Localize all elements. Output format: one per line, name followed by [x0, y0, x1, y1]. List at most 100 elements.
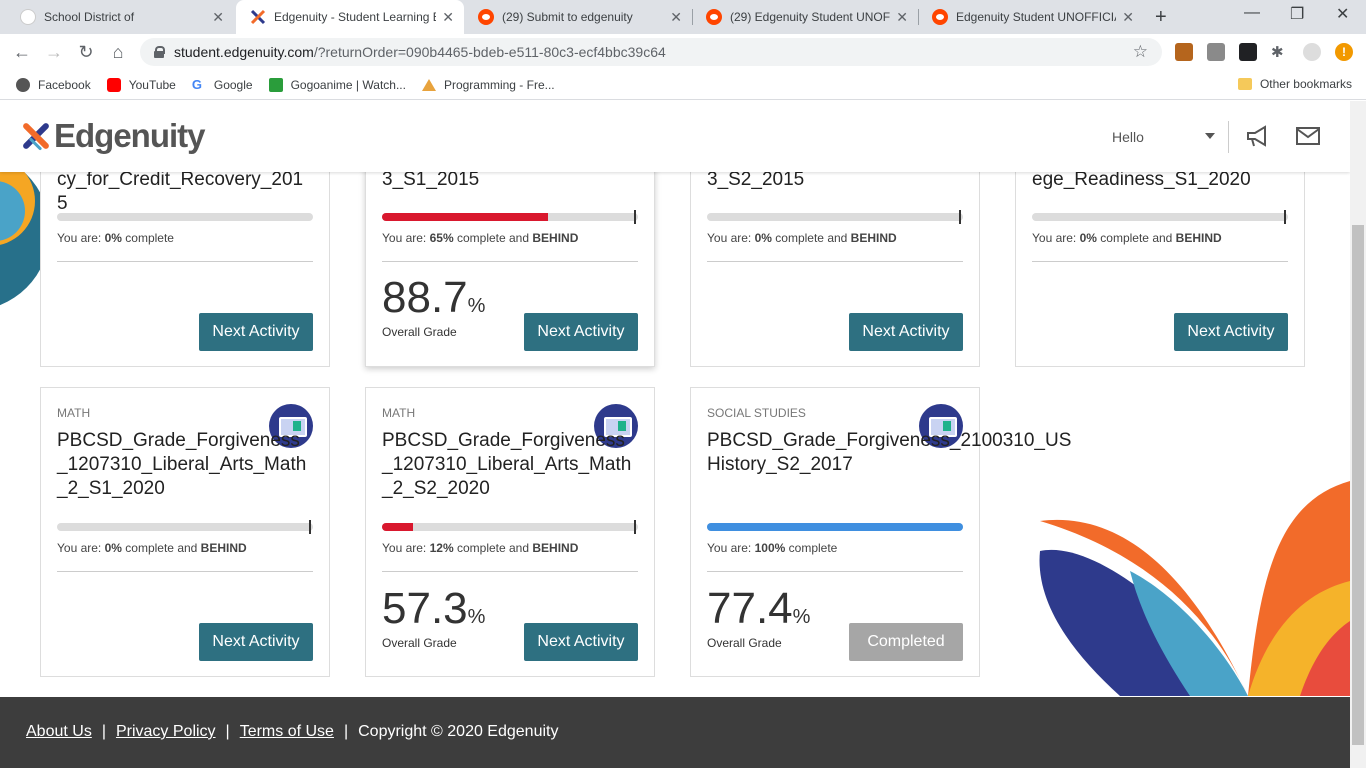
course-subject: SOCIAL STUDIES: [707, 406, 806, 420]
progress-status: You are: 100% complete: [707, 541, 838, 555]
site-footer: About Us | Privacy Policy | Terms of Use…: [0, 697, 1350, 768]
address-bar[interactable]: student.edgenuity.com/?returnOrder=090b4…: [140, 38, 1162, 66]
course-title[interactable]: 3_S1_2015: [382, 169, 480, 190]
globe-icon: [16, 77, 30, 92]
progress-status: You are: 0% complete and BEHIND: [1032, 231, 1222, 245]
bookmark-star-icon[interactable]: ☆: [1132, 42, 1148, 61]
reload-icon[interactable]: ↻: [78, 42, 94, 62]
bookmark-youtube[interactable]: YouTube: [106, 77, 176, 92]
close-icon[interactable]: ✕: [212, 8, 224, 25]
close-icon[interactable]: ✕: [1122, 8, 1134, 25]
terms-of-use-link[interactable]: Terms of Use: [239, 723, 334, 740]
header-divider: [1228, 121, 1229, 153]
page-scrollbar[interactable]: [1350, 101, 1366, 768]
tab-strip: School District of ✕ Edgenuity - Student…: [0, 0, 1366, 34]
course-badge-icon: [594, 404, 638, 448]
browser-tab-reddit-3[interactable]: Edgenuity Student UNOFFICIA ✕: [918, 0, 1144, 34]
pace-marker: [959, 210, 961, 224]
divider: [1032, 261, 1288, 262]
site-header: Edgenuity Hello: [0, 101, 1350, 172]
folder-icon: [1237, 78, 1252, 90]
close-icon[interactable]: ✕: [896, 8, 908, 25]
next-activity-button[interactable]: Next Activity: [524, 623, 638, 661]
reddit-icon: [706, 9, 722, 25]
user-greeting[interactable]: Hello: [1112, 129, 1144, 145]
extension-mask-icon[interactable]: [1239, 43, 1257, 61]
mail-icon[interactable]: [1295, 125, 1321, 147]
profile-icon[interactable]: [1303, 43, 1321, 61]
tab-separator: [918, 9, 919, 25]
course-title[interactable]: ege_Readiness_S1_2020: [1032, 169, 1251, 190]
extension-icon[interactable]: [1175, 43, 1193, 61]
next-activity-button[interactable]: Next Activity: [1174, 313, 1288, 351]
next-activity-button[interactable]: Next Activity: [199, 623, 313, 661]
edgenuity-logo-icon: [20, 120, 52, 152]
bookmark-google[interactable]: G Google: [191, 76, 253, 92]
reddit-icon: [478, 9, 494, 25]
course-title[interactable]: 3_S2_2015: [707, 169, 805, 190]
bookmark-programming[interactable]: Programming - Fre...: [421, 78, 555, 92]
progress-bar: [57, 213, 313, 221]
tab-separator: [692, 9, 693, 25]
course-card: 3_S1_2015 You are: 65% complete and BEHI…: [365, 136, 655, 367]
divider: [707, 571, 963, 572]
chevron-down-icon[interactable]: [1205, 133, 1215, 139]
privacy-policy-link[interactable]: Privacy Policy: [115, 723, 216, 740]
footer-separator: |: [101, 723, 106, 740]
overall-grade-label: Overall Grade: [382, 636, 457, 650]
programming-icon: [421, 78, 436, 91]
new-tab-icon[interactable]: +: [1155, 6, 1167, 28]
progress-bar: [57, 523, 313, 531]
overall-grade: 88.7%: [382, 273, 486, 322]
pace-marker: [634, 210, 636, 224]
footer-separator: |: [343, 723, 349, 740]
update-icon[interactable]: !: [1335, 43, 1353, 61]
bookmark-facebook[interactable]: Facebook: [16, 77, 91, 92]
course-card: SOCIAL STUDIES PBCSD_Grade_Forgiveness_2…: [690, 387, 1072, 677]
decorative-shape-left: [0, 171, 50, 306]
megaphone-icon[interactable]: [1245, 125, 1271, 147]
course-title[interactable]: PBCSD_Grade_Forgiveness_1207310_Liberal_…: [57, 430, 307, 499]
bookmark-gogoanime[interactable]: Gogoanime | Watch...: [268, 77, 406, 92]
completed-button[interactable]: Completed: [849, 623, 963, 661]
browser-tab-edgenuity[interactable]: Edgenuity - Student Learning E ✕: [236, 0, 464, 34]
other-bookmarks[interactable]: Other bookmarks: [1237, 77, 1352, 91]
youtube-icon: [106, 77, 121, 92]
course-subject: MATH: [382, 406, 416, 420]
browser-tab-reddit-2[interactable]: (29) Edgenuity Student UNOFF ✕: [692, 0, 918, 34]
extension-books-icon[interactable]: [1207, 43, 1225, 61]
course-title[interactable]: PBCSD_Grade_Forgiveness_1207310_Liberal_…: [382, 430, 632, 499]
about-us-link[interactable]: About Us: [26, 723, 92, 740]
reddit-icon: [932, 9, 948, 25]
back-icon[interactable]: ←: [13, 42, 31, 62]
close-window-icon[interactable]: ✕: [1336, 6, 1350, 23]
course-title[interactable]: cy_for_Credit_Recovery_2015: [57, 169, 304, 214]
puzzle-icon[interactable]: ✱: [1271, 44, 1284, 61]
bookmarks-bar: Facebook YouTube G Google Gogoanime | Wat…: [0, 70, 1366, 100]
browser-tab-reddit-1[interactable]: (29) Submit to edgenuity ✕: [464, 0, 692, 34]
google-icon: G: [191, 76, 202, 92]
progress-bar: [382, 523, 638, 531]
browser-toolbar: ← → ↻ ⌂ student.edgenuity.com/?returnOrd…: [0, 34, 1366, 70]
divider: [57, 261, 313, 262]
next-activity-button[interactable]: Next Activity: [849, 313, 963, 351]
home-icon[interactable]: ⌂: [112, 42, 124, 62]
progress-bar: [707, 523, 963, 531]
maximize-icon[interactable]: ❐: [1290, 6, 1305, 23]
next-activity-button[interactable]: Next Activity: [524, 313, 638, 351]
browser-tab-school[interactable]: School District of ✕: [6, 0, 234, 34]
next-activity-button[interactable]: Next Activity: [199, 313, 313, 351]
minimize-icon[interactable]: —: [1244, 4, 1260, 21]
course-card: ege_Readiness_S1_2020 You are: 0% comple…: [1015, 136, 1305, 367]
url-host: student.edgenuity.com: [174, 44, 314, 60]
pace-marker: [634, 520, 636, 534]
course-title[interactable]: PBCSD_Grade_Forgiveness_2100310_US Histo…: [707, 430, 1072, 475]
forward-icon[interactable]: →: [45, 42, 63, 62]
overall-grade-label: Overall Grade: [382, 325, 457, 339]
scrollbar-thumb[interactable]: [1352, 225, 1364, 745]
school-icon: [20, 9, 36, 25]
close-icon[interactable]: ✕: [670, 8, 682, 25]
edgenuity-logo[interactable]: Edgenuity: [20, 117, 206, 155]
lock-icon: [154, 46, 165, 58]
close-icon[interactable]: ✕: [442, 8, 454, 25]
